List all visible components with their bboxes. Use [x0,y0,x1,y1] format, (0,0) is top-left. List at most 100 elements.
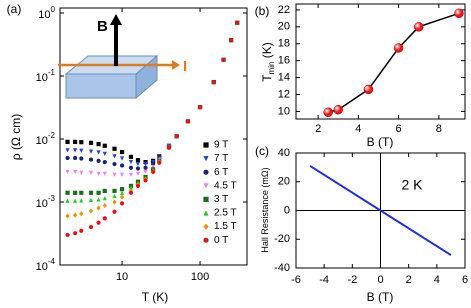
data-point [150,164,156,170]
current-arrowhead [172,60,180,70]
data-point [65,139,70,144]
y-tick-exponent: -2 [48,131,56,140]
legend-label: 6 T [214,167,228,178]
x-tick-label: -2 [347,274,357,286]
legend-label: 2.5 T [214,208,237,219]
data-point [96,220,101,225]
legend-label: 7 T [214,153,228,164]
y-tick-exponent: -4 [48,257,56,266]
y-tick-exponent: 0 [51,5,56,14]
panel-label: (b) [255,4,270,18]
data-point [65,198,70,203]
data-point [128,190,134,195]
legend-marker [203,156,209,162]
data-point [65,190,70,195]
x-tick-label: 4 [434,274,440,286]
y-tick-label: 40 [278,147,290,159]
x-axis-label: B (T) [367,290,394,304]
y-tick-label: 18 [278,38,290,50]
y-tick-label: 10-1 [36,68,56,84]
data-point [135,161,141,167]
data-point [102,188,107,194]
y-tick-label: -40 [274,262,290,274]
data-point [135,171,141,176]
data-point [96,141,101,147]
x-tick-label: 4 [355,123,361,135]
data-point [79,148,84,153]
data-point [323,107,333,117]
data-point [143,161,148,167]
data-point [150,169,156,175]
y-tick-exponent: -1 [48,68,56,77]
legend-label: 4.5 T [214,180,237,191]
data-point [79,140,84,145]
data-point [96,158,101,163]
data-point [119,163,125,168]
data-point [79,198,84,203]
data-point [119,201,125,206]
field-arrowhead [110,14,122,25]
data-point [79,228,84,233]
y-tick-label: 20 [278,176,290,188]
y-axis-label: Tmin (K) [260,42,276,82]
x-tick-label: -6 [291,274,301,286]
data-point [135,158,141,163]
data-point [96,171,101,176]
data-point [73,198,78,203]
data-point [143,169,148,175]
data-point [112,209,117,214]
data-point [143,178,148,183]
legend-marker [203,169,209,175]
data-point [112,199,117,205]
data-point [135,183,141,189]
y-tick-label: 10-3 [36,194,56,210]
data-point [102,159,107,165]
data-point [102,143,107,148]
data-point [363,84,374,95]
data-line [328,12,460,113]
data-point [79,156,84,161]
data-point [102,196,107,201]
data-point [454,8,464,19]
data-point [79,190,84,195]
legend-marker [203,183,209,189]
data-point [119,190,125,195]
data-point [73,190,78,195]
data-point [128,159,134,165]
y-tick-base: 10 [36,135,48,147]
slab-front [65,73,137,99]
x-axis-label: T (K) [142,290,168,304]
y-tick-base: 10 [38,9,50,21]
data-point [112,188,117,194]
data-point [88,197,94,202]
data-point [135,166,141,171]
data-point [79,211,84,217]
data-point [333,104,343,115]
data-point [73,148,78,153]
data-point [119,194,125,200]
x-tick-label: 2 [406,274,412,286]
y-axis-label-subscript: min [267,62,276,75]
data-point [65,169,70,175]
y-axis-label: Hall Resistance (mΩ) [260,167,270,252]
data-point [119,156,125,161]
data-point [185,119,191,124]
legend-marker [203,142,209,148]
data-point [102,202,107,209]
data-point [112,161,117,167]
inset-schematic: B I [58,14,187,100]
y-tick-base: 10 [36,72,48,84]
data-point [96,150,101,155]
data-point [119,172,125,177]
y-tick-label: 10-4 [36,257,56,273]
legend-label: 9 T [214,140,228,151]
x-tick-label: -4 [319,274,329,286]
data-point [128,172,134,177]
legend-marker [203,223,209,230]
data-point [112,172,117,177]
data-point [88,149,94,154]
data-point [112,193,117,198]
y-tick-base: 10 [36,198,48,210]
data-point [96,205,101,211]
